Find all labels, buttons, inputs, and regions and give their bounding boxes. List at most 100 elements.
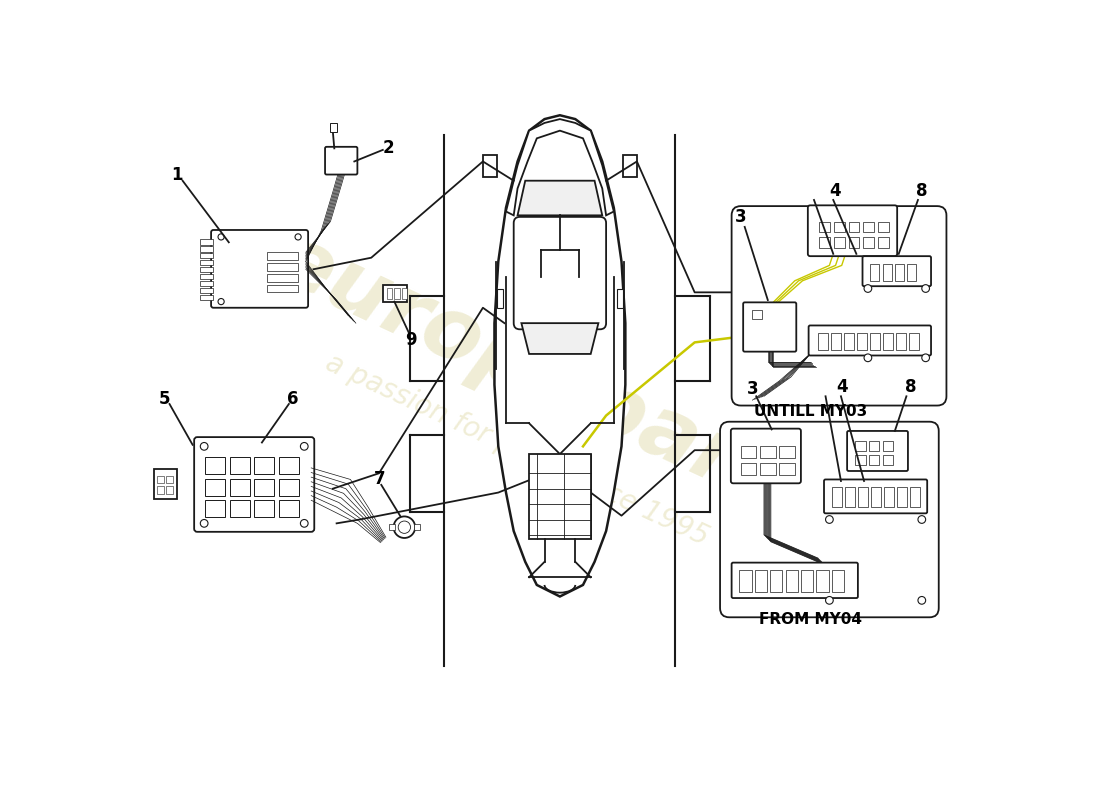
- Bar: [855, 455, 866, 465]
- Bar: [199, 239, 213, 245]
- Bar: [845, 487, 855, 507]
- Bar: [254, 457, 274, 474]
- Text: 1: 1: [170, 166, 183, 184]
- Bar: [166, 476, 174, 483]
- Polygon shape: [506, 119, 614, 215]
- Text: 3: 3: [735, 208, 747, 226]
- Bar: [383, 285, 407, 302]
- Bar: [882, 264, 892, 281]
- Text: 8: 8: [904, 378, 916, 396]
- FancyBboxPatch shape: [730, 429, 801, 483]
- Circle shape: [394, 517, 415, 538]
- Bar: [166, 486, 174, 494]
- FancyBboxPatch shape: [808, 326, 931, 355]
- FancyBboxPatch shape: [732, 206, 946, 406]
- Circle shape: [295, 234, 301, 240]
- Bar: [497, 289, 503, 308]
- Bar: [199, 260, 213, 266]
- Circle shape: [825, 516, 834, 523]
- Bar: [752, 310, 761, 319]
- Text: 2: 2: [383, 139, 394, 158]
- FancyBboxPatch shape: [824, 479, 927, 514]
- Bar: [834, 222, 845, 232]
- Bar: [871, 487, 881, 507]
- Bar: [267, 263, 298, 270]
- Bar: [199, 288, 213, 293]
- Bar: [883, 333, 893, 350]
- Bar: [279, 478, 299, 496]
- Bar: [205, 500, 225, 517]
- Circle shape: [922, 285, 930, 292]
- Bar: [414, 524, 420, 530]
- FancyBboxPatch shape: [744, 302, 796, 352]
- FancyBboxPatch shape: [514, 217, 606, 330]
- Bar: [199, 267, 213, 272]
- Bar: [230, 500, 250, 517]
- Bar: [898, 487, 907, 507]
- Bar: [820, 222, 830, 232]
- Bar: [199, 246, 213, 251]
- Bar: [830, 333, 842, 350]
- Bar: [870, 264, 880, 281]
- Bar: [770, 570, 782, 592]
- Circle shape: [917, 516, 926, 523]
- Bar: [818, 333, 828, 350]
- Text: a passion for parts since 1995: a passion for parts since 1995: [321, 349, 714, 551]
- Bar: [820, 237, 830, 248]
- Bar: [855, 441, 866, 451]
- Bar: [785, 570, 798, 592]
- Bar: [801, 570, 813, 592]
- Polygon shape: [495, 115, 625, 597]
- Bar: [739, 570, 751, 592]
- FancyBboxPatch shape: [326, 147, 358, 174]
- Bar: [869, 455, 880, 465]
- Bar: [760, 462, 775, 475]
- Bar: [741, 462, 757, 475]
- Circle shape: [218, 234, 224, 240]
- FancyBboxPatch shape: [211, 230, 308, 308]
- Polygon shape: [517, 181, 603, 215]
- Bar: [832, 570, 844, 592]
- FancyBboxPatch shape: [847, 431, 907, 471]
- Bar: [908, 264, 916, 281]
- Circle shape: [200, 442, 208, 450]
- Text: 4: 4: [837, 378, 848, 396]
- Bar: [205, 478, 225, 496]
- Bar: [779, 462, 794, 475]
- Text: 6: 6: [287, 390, 298, 408]
- Bar: [849, 222, 859, 232]
- Bar: [279, 457, 299, 474]
- Bar: [910, 333, 920, 350]
- Bar: [895, 264, 904, 281]
- FancyBboxPatch shape: [732, 562, 858, 598]
- Text: 8: 8: [916, 182, 927, 200]
- Bar: [779, 446, 794, 458]
- Bar: [741, 446, 757, 458]
- Bar: [395, 288, 399, 298]
- Circle shape: [865, 285, 871, 292]
- Bar: [387, 288, 392, 298]
- Circle shape: [865, 354, 871, 362]
- Bar: [529, 454, 591, 538]
- Text: 4: 4: [829, 182, 840, 200]
- Bar: [267, 252, 298, 260]
- FancyBboxPatch shape: [862, 256, 931, 286]
- Bar: [199, 281, 213, 286]
- Bar: [896, 333, 906, 350]
- Bar: [911, 487, 921, 507]
- Bar: [884, 487, 894, 507]
- Bar: [869, 441, 880, 451]
- Bar: [267, 274, 298, 282]
- Bar: [199, 253, 213, 258]
- Bar: [254, 478, 274, 496]
- Bar: [832, 487, 842, 507]
- Circle shape: [398, 521, 410, 534]
- Bar: [617, 289, 623, 308]
- Bar: [199, 274, 213, 279]
- FancyBboxPatch shape: [195, 437, 315, 532]
- Bar: [760, 446, 775, 458]
- Bar: [882, 455, 893, 465]
- Circle shape: [300, 519, 308, 527]
- Bar: [623, 155, 637, 177]
- Bar: [878, 237, 889, 248]
